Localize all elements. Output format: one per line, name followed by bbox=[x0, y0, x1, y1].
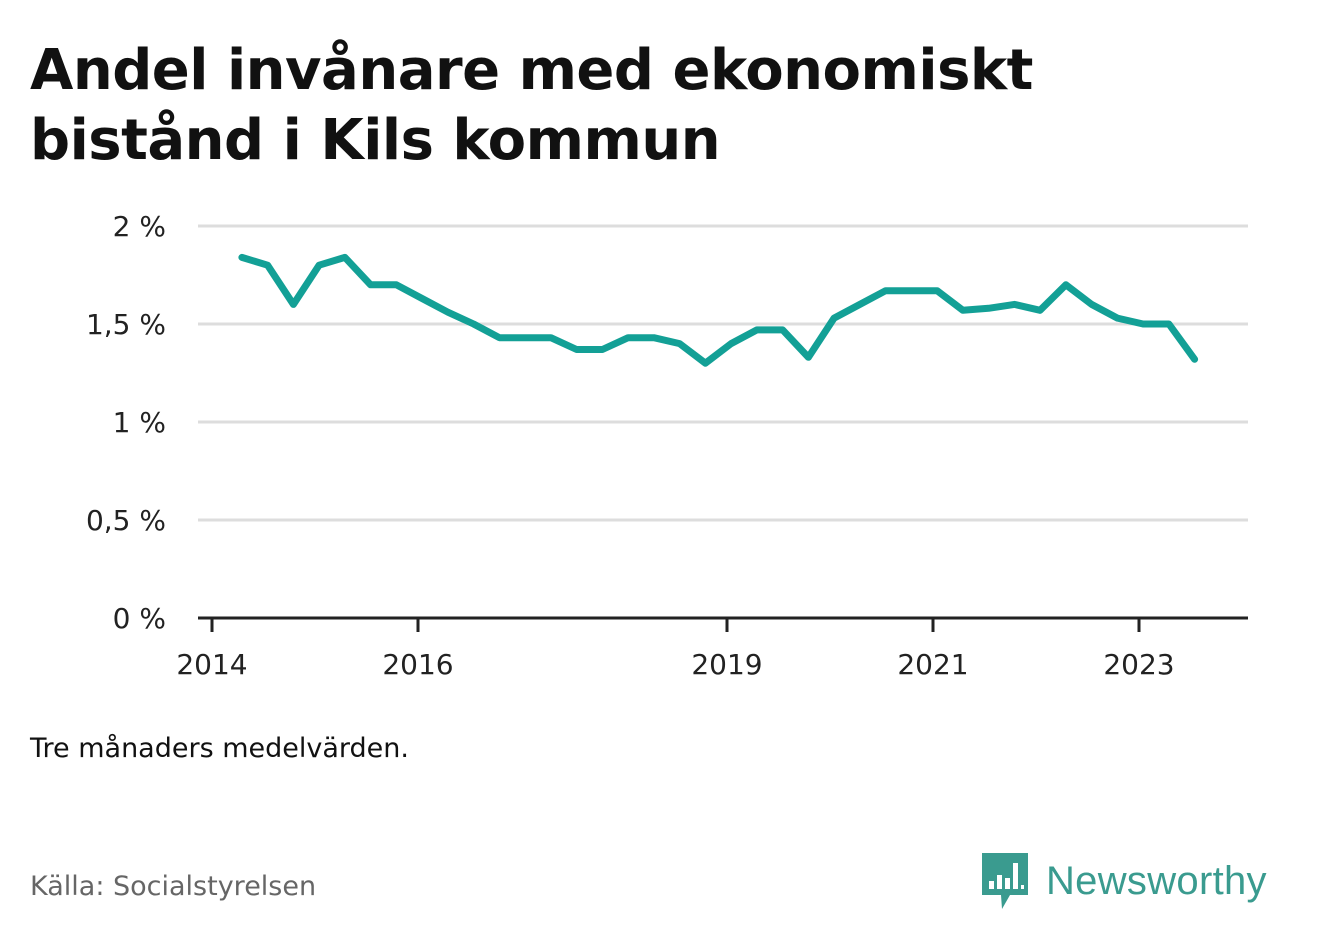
brand-name: Newsworthy bbox=[1046, 858, 1267, 903]
y-tick-label: 2 % bbox=[113, 210, 166, 243]
x-tick-label: 2023 bbox=[1103, 648, 1174, 681]
x-tick-label: 2019 bbox=[691, 648, 762, 681]
y-tick-label: 0 % bbox=[113, 602, 166, 635]
y-tick-label: 1,5 % bbox=[86, 308, 166, 341]
series-line bbox=[238, 253, 1199, 367]
chart-title-line-1: Andel invånare med ekonomiskt bbox=[30, 38, 1033, 103]
chart-source: Källa: Socialstyrelsen bbox=[30, 871, 317, 902]
chart-note: Tre månaders medelvärden. bbox=[30, 733, 409, 764]
chart-title: Andel invånare med ekonomiskt bistånd i … bbox=[30, 36, 1270, 176]
brand-logo: Newsworthy bbox=[980, 850, 1267, 912]
y-tick-label: 0,5 % bbox=[86, 504, 166, 537]
y-tick-label: 1 % bbox=[113, 406, 166, 439]
x-tick-label: 2014 bbox=[176, 648, 247, 681]
x-tick-label: 2016 bbox=[382, 648, 453, 681]
newsworthy-logo-icon bbox=[982, 853, 1028, 909]
chart-title-line-2: bistånd i Kils kommun bbox=[30, 108, 721, 173]
x-tick-label: 2021 bbox=[897, 648, 968, 681]
